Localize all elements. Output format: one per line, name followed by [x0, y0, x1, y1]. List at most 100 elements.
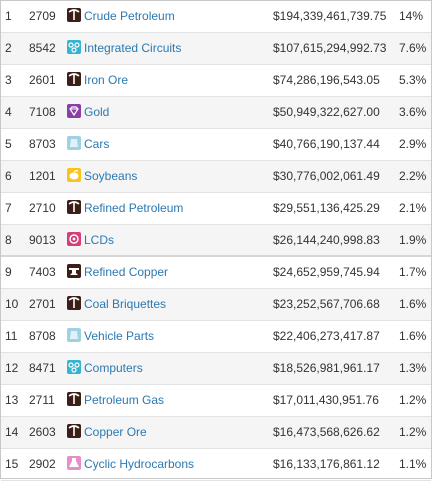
rank-cell: 10 [5, 297, 19, 311]
product-name-link[interactable]: Integrated Circuits [84, 41, 182, 55]
table-row: 5 8703 Cars $40,766,190,137.44 2.9% [1, 129, 431, 161]
product-name-link[interactable]: Crude Petroleum [84, 9, 175, 23]
share-cell: 1.3% [399, 361, 427, 375]
rank-cell: 5 [5, 137, 12, 151]
pickaxe-icon [67, 8, 81, 22]
rank-cell: 13 [5, 393, 19, 407]
rank-cell: 7 [5, 201, 12, 215]
product-name-link[interactable]: Petroleum Gas [84, 393, 165, 407]
rank-cell: 4 [5, 105, 12, 119]
hs-code-cell: 9013 [29, 233, 56, 247]
product-name-link[interactable]: Cars [84, 137, 110, 151]
pickaxe-icon [67, 392, 81, 406]
table-row: 6 1201 Soybeans $30,776,002,061.49 2.2% [1, 161, 431, 193]
pickaxe-icon [67, 296, 81, 310]
share-cell: 14% [399, 9, 424, 23]
table-row: 13 2711 Petroleum Gas $17,011,430,951.76 1.2… [1, 385, 431, 417]
rank-cell: 2 [5, 41, 12, 55]
hs-code-cell: 7108 [29, 105, 56, 119]
product-name-link[interactable]: Gold [84, 105, 110, 119]
share-cell: 7.6% [399, 41, 427, 55]
trade-value-cell: $29,551,136,425.29 [273, 201, 380, 215]
hs-code-cell: 1201 [29, 169, 56, 183]
rank-cell: 8 [5, 233, 12, 247]
table-row: 7 2710 Refined Petroleum $29,551,136,425.29… [1, 193, 431, 225]
share-cell: 1.9% [399, 233, 427, 247]
product-name-link[interactable]: Cyclic Hydrocarbons [84, 457, 195, 471]
rank-cell: 9 [5, 265, 12, 279]
machine-icon [67, 136, 81, 150]
hs-code-cell: 8703 [29, 137, 56, 151]
share-cell: 2.2% [399, 169, 427, 183]
trade-value-cell: $22,406,273,417.87 [273, 329, 380, 343]
product-name-link[interactable]: Coal Briquettes [84, 297, 167, 311]
share-cell: 5.3% [399, 73, 427, 87]
share-cell: 1.1% [399, 457, 427, 471]
machine-icon [67, 328, 81, 342]
hs-code-cell: 2710 [29, 201, 56, 215]
table-row: 15 2902 Cyclic Hydrocarbons $16,133,176,861… [1, 449, 431, 481]
pickaxe-icon [67, 424, 81, 438]
rank-cell: 6 [5, 169, 12, 183]
hs-code-cell: 2701 [29, 297, 56, 311]
flask-icon [67, 456, 81, 470]
product-name-link[interactable]: Refined Petroleum [84, 201, 184, 215]
trade-value-cell: $74,286,196,543.05 [273, 73, 380, 87]
hs-code-cell: 8471 [29, 361, 56, 375]
rank-cell: 14 [5, 425, 19, 439]
table-row: 3 2601 Iron Ore $74,286,196,543.05 5.3% [1, 65, 431, 97]
table-row: 14 2603 Copper Ore $16,473,568,626.62 1.2% [1, 417, 431, 449]
trade-value-cell: $194,339,461,739.75 [273, 9, 387, 23]
trade-value-cell: $30,776,002,061.49 [273, 169, 380, 183]
share-cell: 1.2% [399, 393, 427, 407]
pickaxe-icon [67, 200, 81, 214]
rank-cell: 15 [5, 457, 19, 471]
trade-value-cell: $107,615,294,992.73 [273, 41, 387, 55]
table-row: 10 2701 Coal Briquettes $23,252,567,706.68 1… [1, 289, 431, 321]
product-name-link[interactable]: LCDs [84, 233, 115, 247]
share-cell: 2.1% [399, 201, 427, 215]
trade-value-cell: $16,133,176,861.12 [273, 457, 380, 471]
table-row: 12 8471 Computers $18,526,981,961.17 1.3% [1, 353, 431, 385]
rank-cell: 1 [5, 9, 12, 23]
table-row: 9 7403 Refined Copper $24,652,959,745.94 1.7… [1, 257, 431, 289]
trade-value-cell: $26,144,240,998.83 [273, 233, 380, 247]
trade-value-cell: $40,766,190,137.44 [273, 137, 380, 151]
share-cell: 3.6% [399, 105, 427, 119]
circuit-icon [67, 40, 81, 54]
product-name-link[interactable]: Vehicle Parts [84, 329, 155, 343]
rank-cell: 12 [5, 361, 19, 375]
share-cell: 1.6% [399, 297, 427, 311]
hs-code-cell: 8708 [29, 329, 56, 343]
hs-code-cell: 7403 [29, 265, 56, 279]
share-cell: 1.2% [399, 425, 427, 439]
product-name-link[interactable]: Refined Copper [84, 265, 169, 279]
table-row: 1 2709 Crude Petroleum $194,339,461,739.75 1… [1, 1, 431, 33]
plant-icon [67, 168, 81, 182]
hs-code-cell: 2603 [29, 425, 56, 439]
table-row: 8 9013 LCDs $26,144,240,998.83 1.9% [1, 225, 431, 257]
share-cell: 1.6% [399, 329, 427, 343]
product-name-link[interactable]: Computers [84, 361, 143, 375]
table-row: 2 8542 Integrated Circuits $107,615,294,992… [1, 33, 431, 65]
trade-value-cell: $24,652,959,745.94 [273, 265, 380, 279]
hs-code-cell: 2902 [29, 457, 56, 471]
rank-cell: 3 [5, 73, 12, 87]
share-cell: 1.7% [399, 265, 427, 279]
trade-value-cell: $18,526,981,961.17 [273, 361, 380, 375]
table-row: 11 8708 Vehicle Parts $22,406,273,417.87 1.6… [1, 321, 431, 353]
pickaxe-icon [67, 72, 81, 86]
trade-value-cell: $17,011,430,951.76 [273, 393, 379, 407]
table-row: 4 7108 Gold $50,949,322,627.00 3.6% [1, 97, 431, 129]
product-name-link[interactable]: Copper Ore [84, 425, 147, 439]
anvil-icon [67, 264, 81, 278]
product-name-link[interactable]: Iron Ore [84, 73, 129, 87]
hs-code-cell: 2711 [29, 393, 55, 407]
hs-code-cell: 2601 [29, 73, 56, 87]
hs-code-cell: 2709 [29, 9, 56, 23]
hs-code-cell: 8542 [29, 41, 56, 55]
trade-value-cell: $23,252,567,706.68 [273, 297, 380, 311]
product-name-link[interactable]: Soybeans [84, 169, 138, 183]
rank-cell: 11 [5, 329, 18, 343]
